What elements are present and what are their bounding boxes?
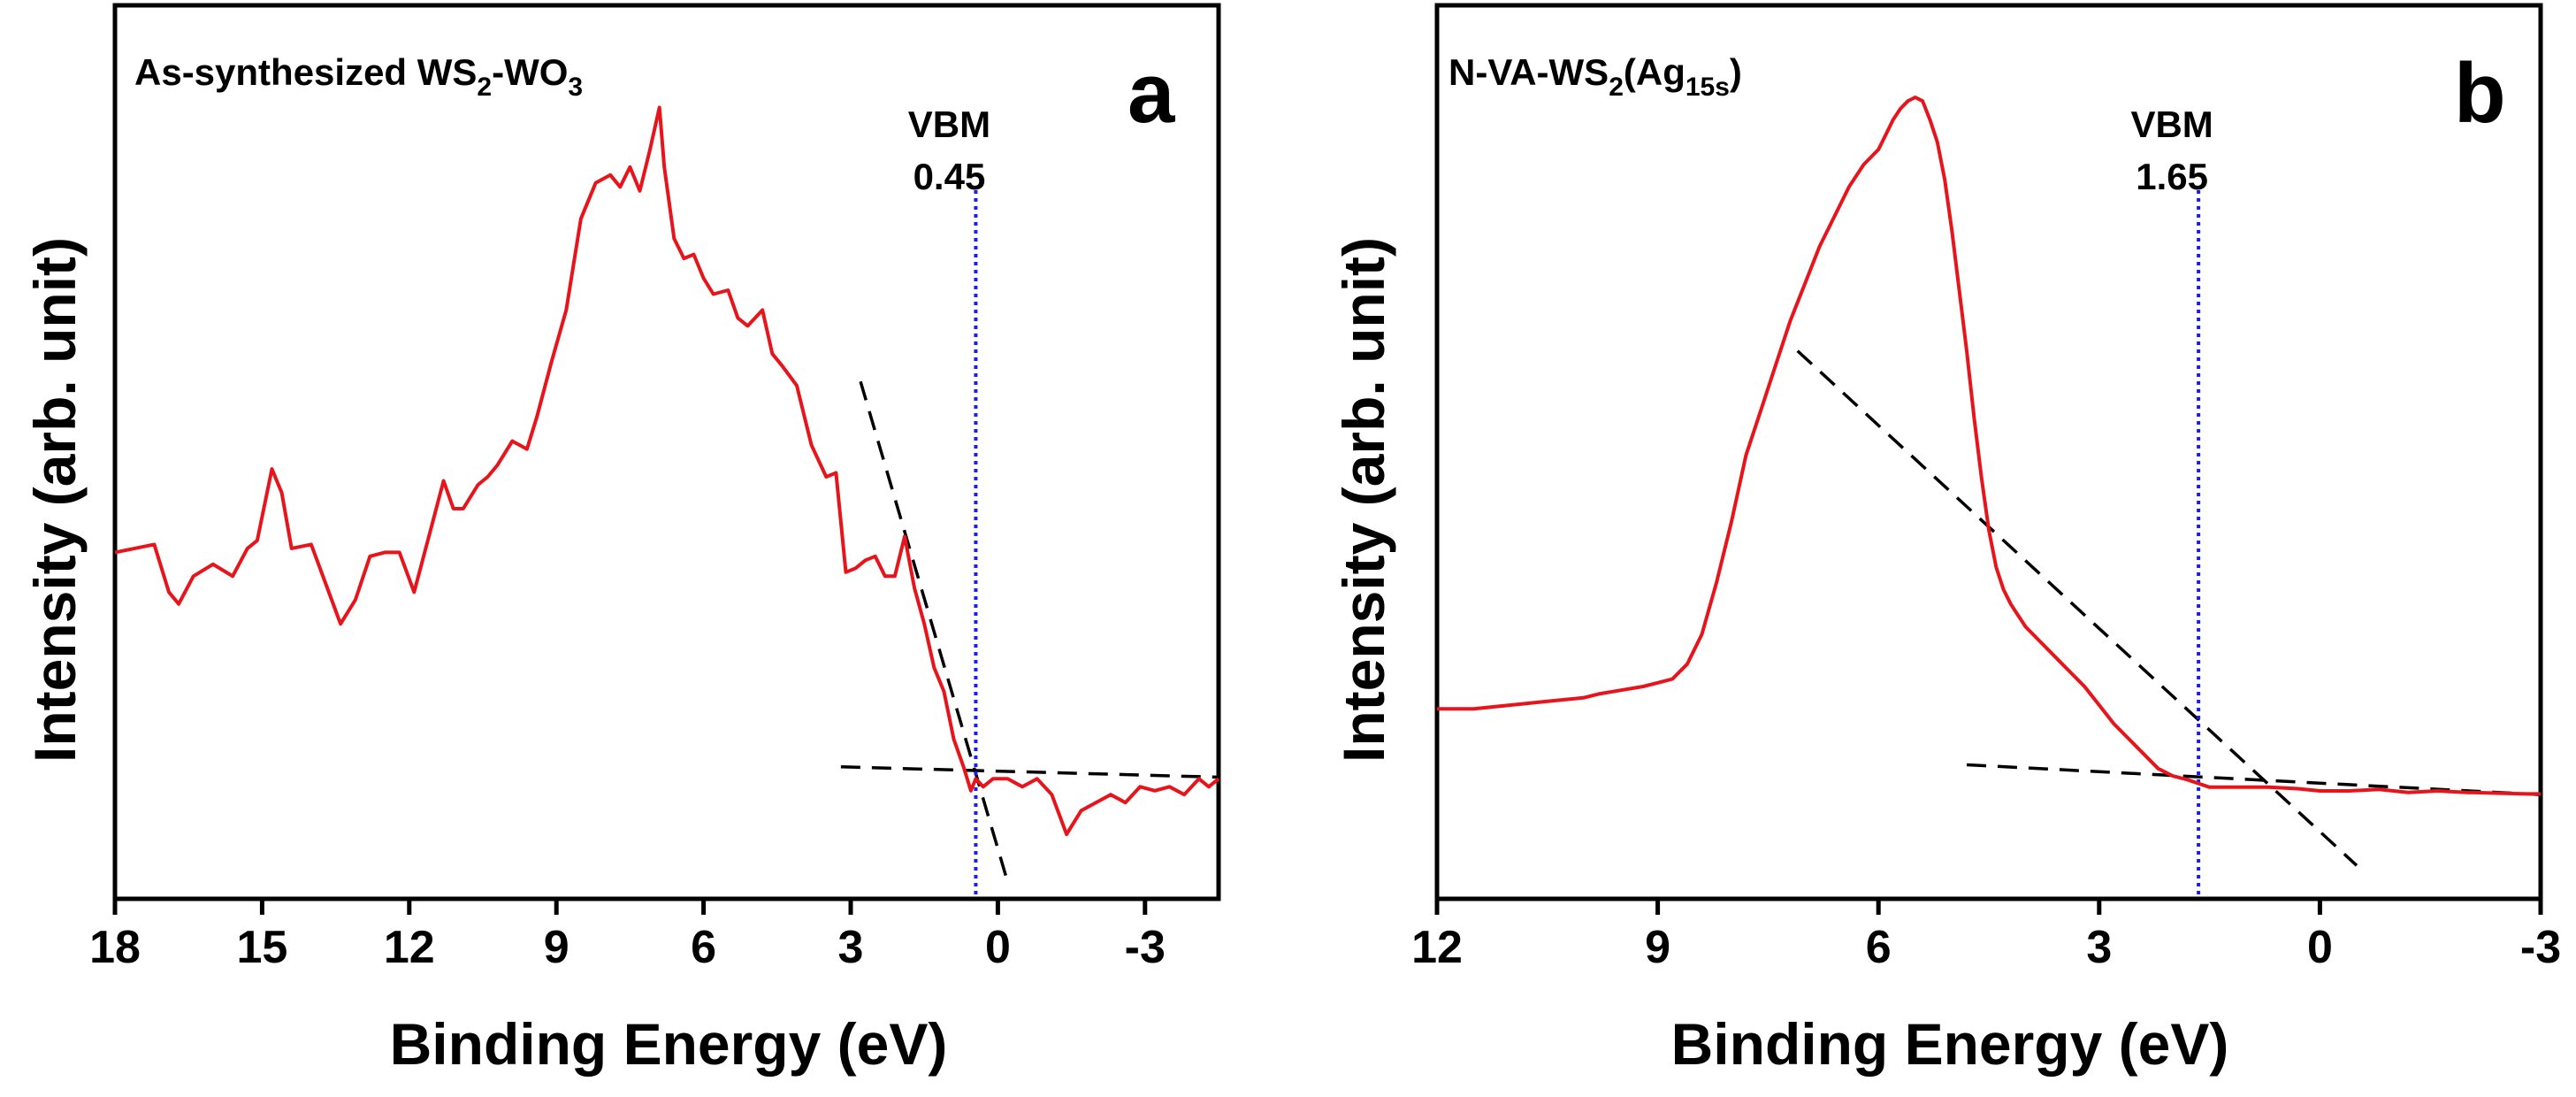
panel-a-sample-label-mid: -WO xyxy=(492,51,568,93)
panel-a-vbm-value: 0.45 xyxy=(913,156,986,197)
panel-a-x-tick-label: -3 xyxy=(1125,922,1166,973)
panel-b-x-tick-label: 3 xyxy=(2086,922,2112,973)
panel-b-sample-label-mid: (Ag xyxy=(1624,51,1685,93)
panel-b-plot-frame xyxy=(1434,3,2543,901)
panel-b-spectrum-line xyxy=(1437,96,2541,796)
panel-a-vbm-label: VBM xyxy=(908,104,990,145)
panel-b: Intensity (arb. unit) Binding Energy (eV… xyxy=(1331,3,2561,1077)
panel-a-x-axis-title: Binding Energy (eV) xyxy=(390,1011,948,1077)
panel-a-fit-lines xyxy=(840,380,1219,883)
panel-a-x-tick-label: 0 xyxy=(985,922,1011,973)
panel-b-x-tick-label: 12 xyxy=(1411,922,1463,973)
panel-a-x-tick-label: 18 xyxy=(89,922,141,973)
panel-b-x-tick-label: 9 xyxy=(1645,922,1670,973)
panel-a-x-tick-label: 3 xyxy=(838,922,864,973)
panel-a: Intensity (arb. unit) Binding Energy (eV… xyxy=(22,3,1221,1077)
panel-b-vbm-label: VBM xyxy=(2130,104,2213,145)
panel-b-sample-label-base: N-VA-WS xyxy=(1449,51,1609,93)
panel-a-sample-label: As-synthesized WS2-WO3 xyxy=(134,51,583,102)
panel-b-x-ticks: 12 9 6 3 0 -3 xyxy=(1411,899,2561,973)
panel-a-plot-frame xyxy=(112,3,1221,901)
panel-b-x-axis-title: Binding Energy (eV) xyxy=(1671,1011,2229,1077)
panel-b-x-tick-label: 6 xyxy=(1866,922,1892,973)
panel-a-leading-edge-fit-line xyxy=(859,380,1010,883)
panel-a-x-tick-label: 12 xyxy=(384,922,435,973)
panel-a-x-ticks: 18 15 12 9 6 3 0 -3 xyxy=(89,899,1166,973)
panel-b-sample-label-sub2: 15s xyxy=(1685,73,1730,102)
panel-b-sample-label-tail: ) xyxy=(1730,51,1742,93)
panel-a-sample-label-base: As-synthesized WS xyxy=(134,51,477,93)
panel-b-leading-edge-fit-line xyxy=(1796,349,2358,867)
panel-a-sample-label-sub2: 3 xyxy=(568,73,583,102)
panel-b-fit-lines xyxy=(1796,349,2542,867)
panel-a-x-tick-label: 15 xyxy=(236,922,287,973)
panel-b-x-tick-label: -3 xyxy=(2520,922,2561,973)
panel-b-y-axis-title: Intensity (arb. unit) xyxy=(1331,237,1396,763)
panel-a-x-tick-label: 6 xyxy=(691,922,716,973)
panel-b-sample-label-sub1: 2 xyxy=(1609,73,1624,102)
panel-a-baseline-fit-line xyxy=(840,765,1219,779)
panel-b-sample-label: N-VA-WS2(Ag15s) xyxy=(1449,51,1742,102)
panel-a-y-axis-title: Intensity (arb. unit) xyxy=(22,237,88,763)
panel-b-vbm-value: 1.65 xyxy=(2136,156,2208,197)
panel-a-letter: a xyxy=(1127,46,1175,141)
panel-a-sample-label-sub1: 2 xyxy=(477,73,492,102)
panel-a-x-tick-label: 9 xyxy=(544,922,569,973)
panel-b-x-tick-label: 0 xyxy=(2307,922,2333,973)
panel-b-letter: b xyxy=(2454,46,2506,141)
panel-a-spectrum-line xyxy=(114,105,1220,837)
